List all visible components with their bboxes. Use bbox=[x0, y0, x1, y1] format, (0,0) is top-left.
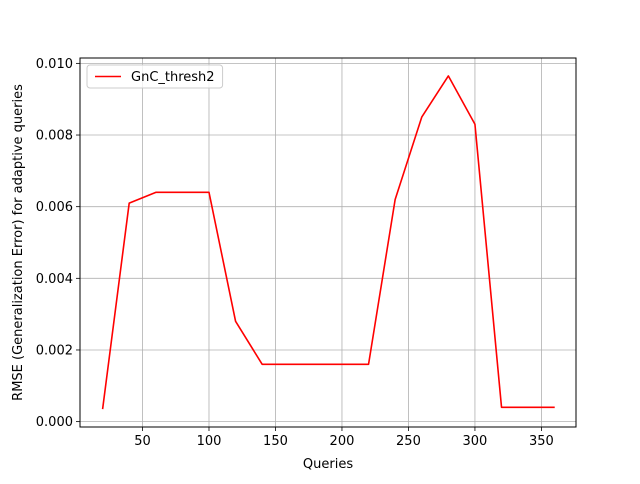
x-tick-label: 200 bbox=[330, 434, 355, 449]
legend-box bbox=[86, 64, 224, 89]
y-tick-label: 0.010 bbox=[36, 57, 73, 72]
x-axis-label: Queries bbox=[303, 457, 353, 472]
ticks: 50 100 150 200 250 300 350 0.000 0.002 0.004 0.006… bbox=[36, 57, 554, 449]
y-tick-label: 0.000 bbox=[36, 415, 73, 430]
x-tick-label: 350 bbox=[529, 434, 554, 449]
axes-frame bbox=[79, 57, 577, 428]
series-line bbox=[101, 75, 555, 410]
legend: GnC_thresh2 bbox=[86, 64, 224, 89]
x-tick-label: 300 bbox=[463, 434, 488, 449]
y-tick-label: 0.004 bbox=[36, 272, 73, 287]
legend-label: GnC_thresh2 bbox=[131, 70, 215, 85]
y-axis-label: RMSE (Generalization Error) for adaptive… bbox=[11, 84, 26, 401]
x-tick-label: 150 bbox=[263, 434, 288, 449]
y-tick-label: 0.002 bbox=[36, 343, 73, 358]
y-tick-label: 0.006 bbox=[36, 200, 73, 215]
grid bbox=[80, 58, 576, 427]
x-tick-label: 100 bbox=[197, 434, 222, 449]
x-tick-label: 250 bbox=[396, 434, 421, 449]
y-tick-label: 0.008 bbox=[36, 129, 73, 144]
x-tick-label: 50 bbox=[134, 434, 151, 449]
series-layer bbox=[101, 75, 555, 410]
